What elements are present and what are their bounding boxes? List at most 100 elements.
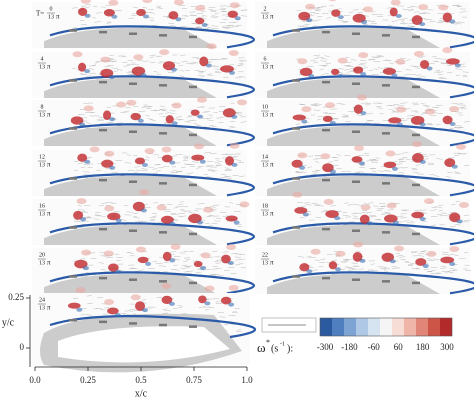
velocity-vector [96,12,102,14]
vortex-negative [115,269,122,274]
velocity-vector [394,153,402,156]
velocity-vector [420,113,427,115]
vortex-weak [292,191,303,198]
colorbar-unit: (s [271,343,278,354]
velocity-vector [211,250,218,253]
velocity-vector [401,119,408,122]
vortex-weak [390,0,401,6]
boundary-layer [49,271,255,295]
vortex-weak [229,2,240,9]
actuator [69,275,77,278]
velocity-vector [216,160,223,162]
vortex-negative [360,111,367,116]
velocity-vector [464,219,471,221]
velocity-vector [408,9,414,11]
vortex-positive [353,104,363,114]
velocity-vector [85,6,90,8]
velocity-vector [147,166,154,168]
x-tick-label: 0.5 [135,375,147,385]
vortex-negative [169,258,176,263]
velocity-vector [213,274,220,276]
vortex-positive [160,215,174,224]
velocity-vector [203,28,209,30]
vortex-positive [108,263,119,272]
phase-numerator: 12 [39,154,45,160]
velocity-vector [325,62,331,64]
phase-numerator: 8 [41,104,44,110]
vortex-negative [171,121,178,126]
vortex-positive [389,7,398,17]
velocity-vector [169,112,175,114]
vortex-weak [386,202,397,209]
velocity-vector [463,252,469,254]
velocity-vector [239,175,245,178]
velocity-vector [316,118,322,121]
velocity-vector [464,214,470,216]
velocity-vector [398,160,403,163]
velocity-vector [95,214,102,216]
velocity-vector [383,270,389,272]
velocity-vector [449,127,454,129]
velocity-vector [176,171,183,173]
velocity-vector [430,272,436,275]
actuator [412,35,420,39]
velocity-vector [234,223,242,226]
airfoil [44,125,217,146]
vortex-weak [170,243,181,250]
velocity-vector [324,55,330,57]
velocity-vector [368,20,376,22]
vortex-positive [352,251,363,262]
velocity-vector [449,268,456,270]
vortex-weak [200,252,211,259]
velocity-vector [450,23,457,25]
velocity-vector [71,27,77,29]
airfoil [44,224,217,245]
vortex-weak [362,6,373,13]
vortex-weak [156,204,167,211]
velocity-vector [430,266,438,269]
velocity-vector [314,161,320,163]
velocity-vector [400,23,405,25]
colorbar-tick-label: -180 [341,342,358,352]
actuator [292,29,300,32]
velocity-vector [100,255,106,257]
vortex-weak [226,244,237,251]
vorticity-panel [32,96,255,147]
vortex-positive [440,256,455,264]
velocity-vector [143,60,149,62]
velocity-vector [80,258,86,260]
vortex-positive [191,154,205,161]
vorticity-panel [32,243,255,295]
velocity-vector [234,159,242,161]
velocity-vector [410,221,415,223]
phase-denominator: 13 [39,64,45,70]
vortex-weak [325,102,336,109]
actuator [69,319,77,322]
vortex-positive [137,256,149,264]
vortex-positive [107,307,119,315]
velocity-vector [415,74,422,76]
vortex-positive [325,210,339,218]
velocity-vector [186,265,191,268]
phase-denominator: 13 [262,162,268,168]
velocity-vector [154,109,161,112]
velocity-vector [185,163,192,166]
velocity-vector [330,204,337,207]
vortex-negative [170,67,177,72]
vorticity-panel [255,94,474,147]
vortex-weak [204,285,215,292]
actuator [99,128,107,132]
velocity-vector [186,270,194,272]
phase-denominator: 13 [262,64,268,70]
actuator [322,128,330,132]
velocity-vector [141,168,148,170]
vortex-weak [108,0,119,6]
velocity-vector [181,61,189,63]
velocity-vector [191,161,199,163]
velocity-vector [462,71,469,73]
velocity-vector [458,21,465,23]
vortex-positive [381,252,395,262]
velocity-vector [441,77,448,80]
velocity-vector [207,119,214,121]
actuator [69,127,77,130]
